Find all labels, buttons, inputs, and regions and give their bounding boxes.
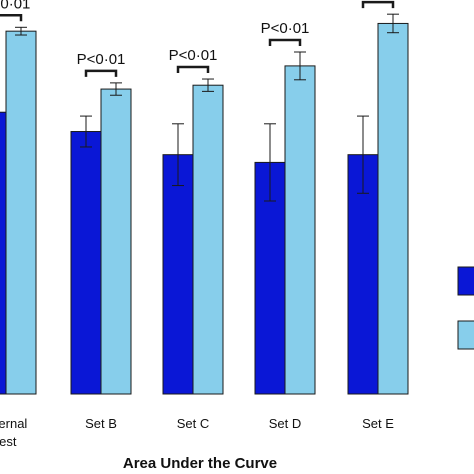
significance-label-3: P<0·01 xyxy=(261,20,310,37)
legend-swatch-series-1 xyxy=(457,266,474,296)
error-bars-layer xyxy=(15,13,399,202)
bar-series-2-cat-3 xyxy=(284,65,316,395)
x-tick-label-0-line-0: internal xyxy=(0,416,27,431)
significance-bracket-2 xyxy=(176,65,210,74)
significance-label-2: P<0·01 xyxy=(169,47,218,64)
x-tick-label-3-line-0: Set D xyxy=(269,416,302,431)
bar-series-1-cat-2 xyxy=(162,154,194,395)
legend xyxy=(457,266,474,350)
x-tick-label-2-line-0: Set C xyxy=(177,416,210,431)
bar-series-1-cat-1 xyxy=(70,131,102,395)
bar-series-2-cat-4 xyxy=(377,22,409,395)
x-tick-label-1-line-0: Set B xyxy=(85,416,117,431)
legend-swatch-series-2 xyxy=(457,320,474,350)
significance-label-1: P<0·01 xyxy=(77,51,126,68)
x-tick-label-0-line-1: test xyxy=(0,434,17,449)
significance-label-0: P<0·01 xyxy=(0,0,30,12)
bar-series-2-cat-2 xyxy=(192,84,224,395)
significance-bracket-1 xyxy=(84,69,118,77)
significance-layer: P<0·01P<0·01P<0·01P<0·01P<0·01 xyxy=(0,0,395,77)
bar-series-2-cat-1 xyxy=(100,88,132,395)
x-tick-label-4-line-0: Set E xyxy=(362,416,394,431)
x-axis-title: Area Under the Curve xyxy=(123,455,277,472)
significance-bracket-4 xyxy=(361,0,395,9)
bar-series-1-cat-0 xyxy=(0,111,7,395)
bars-layer xyxy=(0,22,409,395)
significance-bracket-3 xyxy=(268,38,302,47)
x-tick-labels: internal test Set B Set C Set D Set E xyxy=(0,416,394,449)
bar-series-2-cat-0 xyxy=(5,30,37,395)
significance-bracket-0 xyxy=(0,14,23,22)
bar-series-1-cat-4 xyxy=(347,154,379,395)
